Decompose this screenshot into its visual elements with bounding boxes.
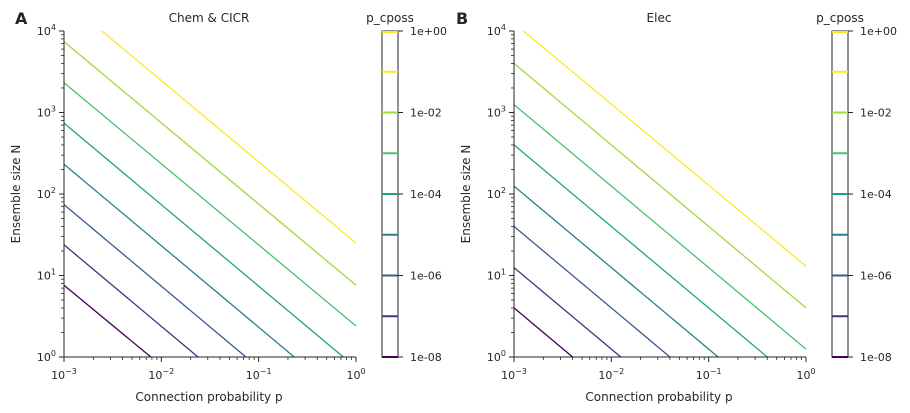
x-tick-label: 10−3 [51, 367, 77, 382]
contour-line-0.00001 [513, 185, 719, 358]
y-tick-label: 102 [487, 186, 506, 201]
contour-line-0.001 [513, 104, 807, 350]
contour-line-0.001 [63, 82, 357, 327]
x-axis-label: Connection probability p [585, 390, 732, 404]
y-tick-label: 104 [487, 23, 506, 38]
panel-elec: B Elec Connection probability p Ensemble… [456, 9, 897, 404]
series-lines [513, 30, 807, 358]
contour-line-0.0001 [63, 122, 344, 358]
colorbar-tick-label: 1e+00 [410, 25, 447, 38]
colorbar-tick-label: 1e-02 [410, 107, 442, 120]
colorbar-tick-label: 1e-06 [860, 270, 892, 283]
colorbar-tick-label: 1e-08 [860, 351, 892, 364]
colorbar-tick-label: 1e-08 [410, 351, 442, 364]
y-tick-label: 101 [37, 268, 56, 283]
panel-title: Chem & CICR [169, 11, 250, 25]
x-tick-label: 10−3 [501, 367, 527, 382]
series-lines [63, 30, 357, 358]
y-axis-label: Ensemble size N [9, 145, 23, 244]
y-tick-label: 100 [37, 349, 56, 364]
x-tick-label: 10−1 [246, 367, 272, 382]
y-tick-label: 104 [37, 23, 56, 38]
colorbar: 1e+00 1e-02 1e-04 1e-06 1e-08 [381, 25, 447, 364]
contour-line-1e-7 [63, 244, 199, 358]
y-tick-label: 101 [487, 268, 506, 283]
contour-line-0.000001 [513, 225, 671, 358]
colorbar-tick-label: 1e-02 [860, 107, 892, 120]
x-tick-label: 100 [796, 367, 815, 382]
contour-line-0.00001 [63, 163, 295, 358]
colorbar-title: p_cposs [816, 11, 864, 25]
panel-title: Elec [647, 11, 672, 25]
y-axis-label: Ensemble size N [459, 145, 473, 244]
x-tick-label: 10−2 [148, 367, 174, 382]
y-tick-label: 100 [487, 349, 506, 364]
x-tick-label: 10−2 [598, 367, 624, 382]
contour-line-1e-8 [513, 307, 574, 358]
panel-chem-cicr: A Chem & CICR Connection probability p E… [9, 9, 447, 404]
panel-letter: B [456, 9, 468, 28]
colorbar-tick-label: 1e-04 [410, 188, 442, 201]
contour-line-0.1 [101, 30, 357, 244]
colorbar: 1e+00 1e-02 1e-04 1e-06 1e-08 [831, 25, 897, 364]
panel-letter: A [15, 9, 28, 28]
contour-line-0.01 [513, 62, 807, 309]
colorbar-tick-label: 1e-04 [860, 188, 892, 201]
y-tick-label: 102 [37, 186, 56, 201]
y-tick-label: 103 [37, 105, 56, 120]
contour-line-0.000001 [63, 204, 247, 358]
contour-line-1e-7 [513, 267, 622, 358]
contour-line-0.0001 [513, 144, 768, 358]
colorbar-title: p_cposs [366, 11, 414, 25]
y-tick-label: 103 [487, 105, 506, 120]
contour-line-0.01 [63, 41, 357, 286]
x-axis-label: Connection probability p [135, 390, 282, 404]
contour-line-0.1 [523, 30, 807, 267]
x-tick-label: 10−1 [696, 367, 722, 382]
colorbar-tick-label: 1e+00 [860, 25, 897, 38]
contour-line-1e-8 [63, 284, 152, 358]
colorbar-tick-label: 1e-06 [410, 270, 442, 283]
x-tick-label: 100 [346, 367, 365, 382]
